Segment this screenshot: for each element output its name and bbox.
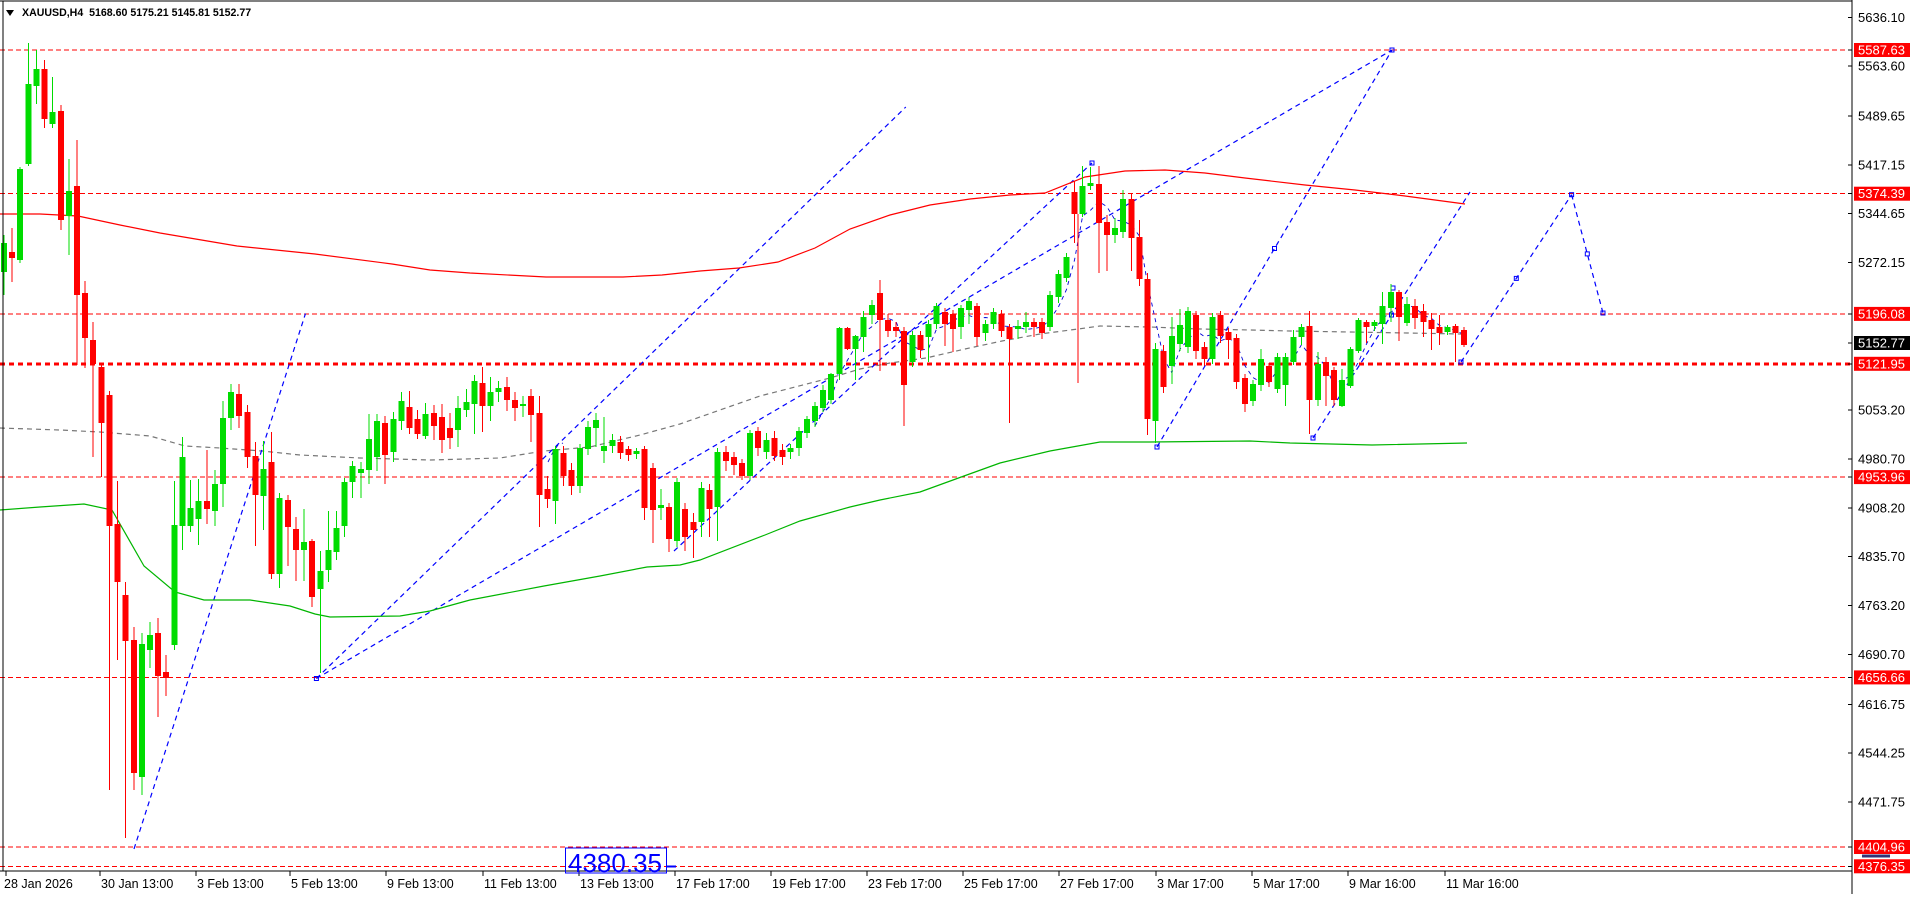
svg-text:30 Jan 13:00: 30 Jan 13:00 (101, 877, 173, 891)
svg-text:19 Feb 17:00: 19 Feb 17:00 (772, 877, 846, 891)
svg-text:4376.35: 4376.35 (1858, 859, 1905, 874)
svg-text:5196.08: 5196.08 (1858, 306, 1905, 321)
svg-text:5587.63: 5587.63 (1858, 43, 1905, 58)
svg-text:3 Mar 17:00: 3 Mar 17:00 (1157, 877, 1224, 891)
svg-text:5489.65: 5489.65 (1858, 109, 1905, 124)
svg-text:4616.75: 4616.75 (1858, 697, 1905, 712)
svg-text:5121.95: 5121.95 (1858, 356, 1905, 371)
svg-text:5 Feb 13:00: 5 Feb 13:00 (291, 877, 358, 891)
svg-text:4544.25: 4544.25 (1858, 746, 1905, 761)
svg-text:4953.96: 4953.96 (1858, 470, 1905, 485)
svg-text:23 Feb 17:00: 23 Feb 17:00 (868, 877, 942, 891)
svg-text:4763.20: 4763.20 (1858, 598, 1905, 613)
svg-text:11 Mar 16:00: 11 Mar 16:00 (1446, 877, 1519, 891)
svg-text:5636.10: 5636.10 (1858, 10, 1905, 25)
svg-text:4690.70: 4690.70 (1858, 647, 1905, 662)
svg-text:3 Feb 13:00: 3 Feb 13:00 (197, 877, 264, 891)
svg-text:4908.20: 4908.20 (1858, 500, 1905, 515)
svg-text:11 Feb 13:00: 11 Feb 13:00 (484, 877, 557, 891)
svg-text:4404.96: 4404.96 (1858, 840, 1905, 855)
svg-text:5 Mar 17:00: 5 Mar 17:00 (1253, 877, 1320, 891)
svg-text:5563.60: 5563.60 (1858, 59, 1905, 74)
svg-text:4980.70: 4980.70 (1858, 452, 1905, 467)
svg-text:4835.70: 4835.70 (1858, 549, 1905, 564)
svg-text:9 Feb 13:00: 9 Feb 13:00 (387, 877, 454, 891)
svg-text:XAUUSD,H4 5168.60 5175.21 514: XAUUSD,H4 5168.60 5175.21 5145.81 5152.7… (22, 7, 251, 19)
svg-text:5152.77: 5152.77 (1858, 336, 1905, 351)
svg-text:5272.15: 5272.15 (1858, 255, 1905, 270)
svg-text:13 Feb 13:00: 13 Feb 13:00 (580, 877, 654, 891)
svg-text:4380.35: 4380.35 (568, 848, 662, 878)
svg-text:25 Feb 17:00: 25 Feb 17:00 (964, 877, 1038, 891)
svg-text:17 Feb 17:00: 17 Feb 17:00 (676, 877, 750, 891)
svg-text:5417.15: 5417.15 (1858, 157, 1905, 172)
svg-text:4656.66: 4656.66 (1858, 670, 1905, 685)
svg-text:4471.75: 4471.75 (1858, 795, 1905, 810)
svg-text:5344.65: 5344.65 (1858, 206, 1905, 221)
svg-text:9 Mar 16:00: 9 Mar 16:00 (1349, 877, 1416, 891)
svg-text:27 Feb 17:00: 27 Feb 17:00 (1060, 877, 1134, 891)
svg-text:28 Jan 2026: 28 Jan 2026 (4, 877, 73, 891)
svg-text:5374.39: 5374.39 (1858, 186, 1905, 201)
svg-text:5053.20: 5053.20 (1858, 403, 1905, 418)
